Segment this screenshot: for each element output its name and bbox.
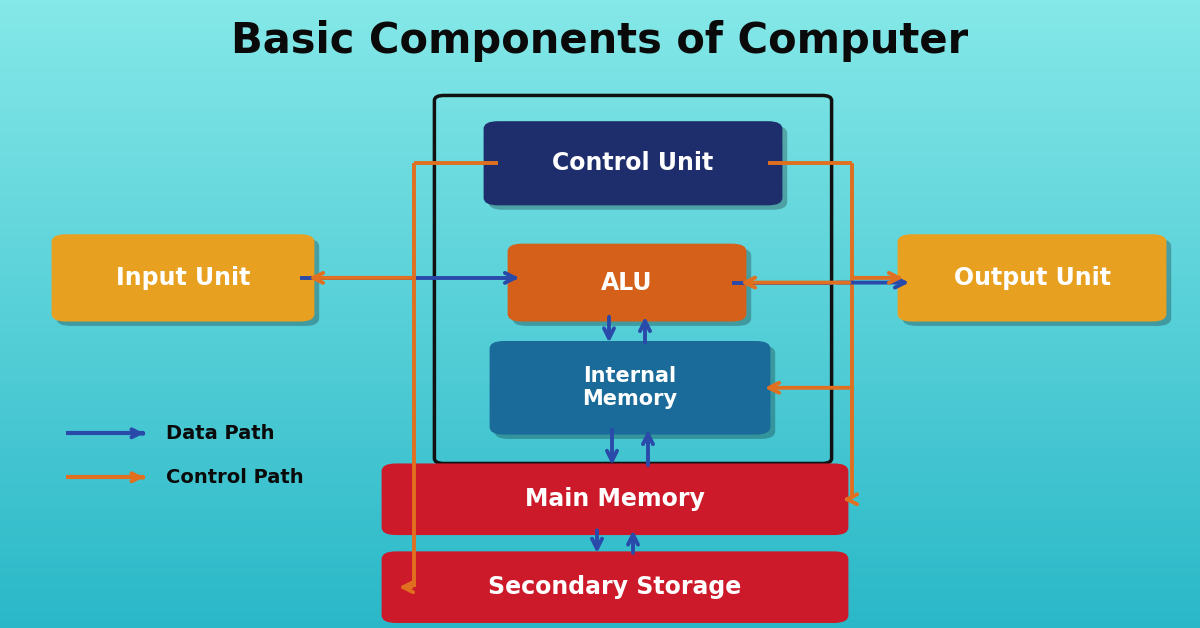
FancyBboxPatch shape: [382, 463, 848, 535]
Text: Control Path: Control Path: [166, 468, 304, 487]
Text: Input Unit: Input Unit: [116, 266, 250, 290]
FancyBboxPatch shape: [382, 551, 848, 623]
Text: Secondary Storage: Secondary Storage: [488, 575, 742, 599]
FancyBboxPatch shape: [508, 244, 746, 322]
FancyBboxPatch shape: [898, 234, 1166, 322]
Text: Data Path: Data Path: [166, 424, 274, 443]
Text: Internal
Memory: Internal Memory: [582, 366, 678, 409]
Text: Main Memory: Main Memory: [526, 487, 704, 511]
Text: Output Unit: Output Unit: [954, 266, 1110, 290]
FancyBboxPatch shape: [56, 239, 319, 326]
FancyBboxPatch shape: [484, 121, 782, 205]
FancyBboxPatch shape: [488, 126, 787, 210]
FancyBboxPatch shape: [512, 248, 751, 326]
Text: Basic Components of Computer: Basic Components of Computer: [232, 20, 968, 62]
FancyBboxPatch shape: [52, 234, 314, 322]
Text: ALU: ALU: [601, 271, 653, 295]
FancyBboxPatch shape: [494, 345, 775, 439]
Text: Control Unit: Control Unit: [552, 151, 714, 175]
FancyBboxPatch shape: [902, 239, 1171, 326]
FancyBboxPatch shape: [490, 341, 770, 435]
